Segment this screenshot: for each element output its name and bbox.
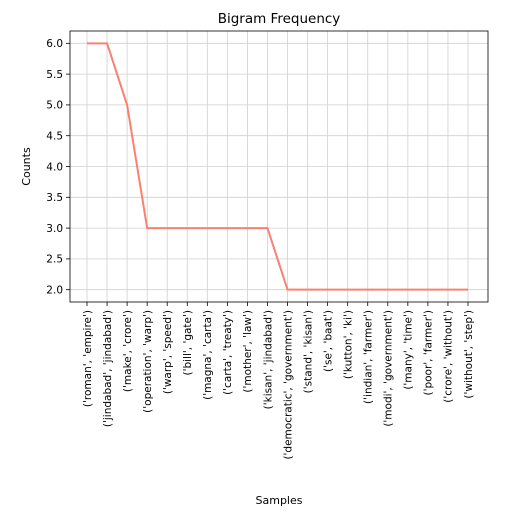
chart-title: Bigram Frequency: [218, 11, 341, 27]
y-tick-label: 5.0: [46, 100, 63, 112]
x-tick-label: ('magna', 'carta'): [202, 310, 214, 400]
x-tick-label: ('operation', 'warp'): [142, 310, 154, 413]
x-tick-label: ('without', 'step'): [463, 310, 475, 399]
x-tick-label: ('indian', 'farmer'): [363, 310, 375, 404]
x-tick-label: ('bill', 'gate'): [182, 310, 194, 376]
y-tick-label: 2.0: [46, 284, 63, 296]
x-tick-label: ('se', 'baat'): [322, 310, 334, 372]
x-axis-ticks: ('roman', 'empire') ('jindabad', 'jindaba…: [82, 302, 475, 460]
y-tick-label: 4.0: [46, 161, 63, 173]
grid-lines: [70, 31, 488, 302]
x-tick-label: ('roman', 'empire'): [82, 310, 94, 407]
y-tick-label: 3.5: [46, 192, 63, 204]
x-tick-label: ('kutton', 'ki'): [342, 310, 354, 379]
x-tick-label: ('poor', 'farmer'): [423, 310, 435, 396]
y-axis-label: Counts: [20, 147, 33, 186]
x-tick-label: ('mother', 'law'): [242, 310, 254, 393]
x-tick-label: ('make', 'crore'): [122, 310, 134, 392]
x-tick-label: ('democratic', 'government'): [282, 310, 294, 460]
x-tick-label: ('jindabad', 'jindabad'): [102, 310, 114, 427]
x-tick-label: ('modi', 'government'): [383, 310, 395, 427]
x-tick-label: ('many', 'time'): [403, 310, 415, 390]
x-tick-label: ('kisan', 'jindabad'): [262, 310, 274, 409]
series-line: [87, 42, 468, 291]
y-tick-label: 2.5: [46, 254, 63, 266]
x-tick-label: ('stand', 'kisan'): [302, 310, 314, 393]
y-axis-ticks: 2.0 2.5 3.0 3.5 4.0 4.5 5.0 5.5 6.0: [46, 38, 70, 296]
y-tick-label: 6.0: [46, 38, 63, 50]
y-tick-label: 4.5: [46, 131, 63, 143]
x-tick-label: ('crore', 'without'): [443, 310, 455, 403]
y-tick-label: 5.5: [46, 69, 63, 81]
x-axis-label: Samples: [256, 494, 303, 507]
x-tick-label: ('warp', 'speed'): [162, 310, 174, 394]
x-tick-label: ('carta', 'treaty'): [222, 310, 234, 395]
y-tick-label: 3.0: [46, 223, 63, 235]
